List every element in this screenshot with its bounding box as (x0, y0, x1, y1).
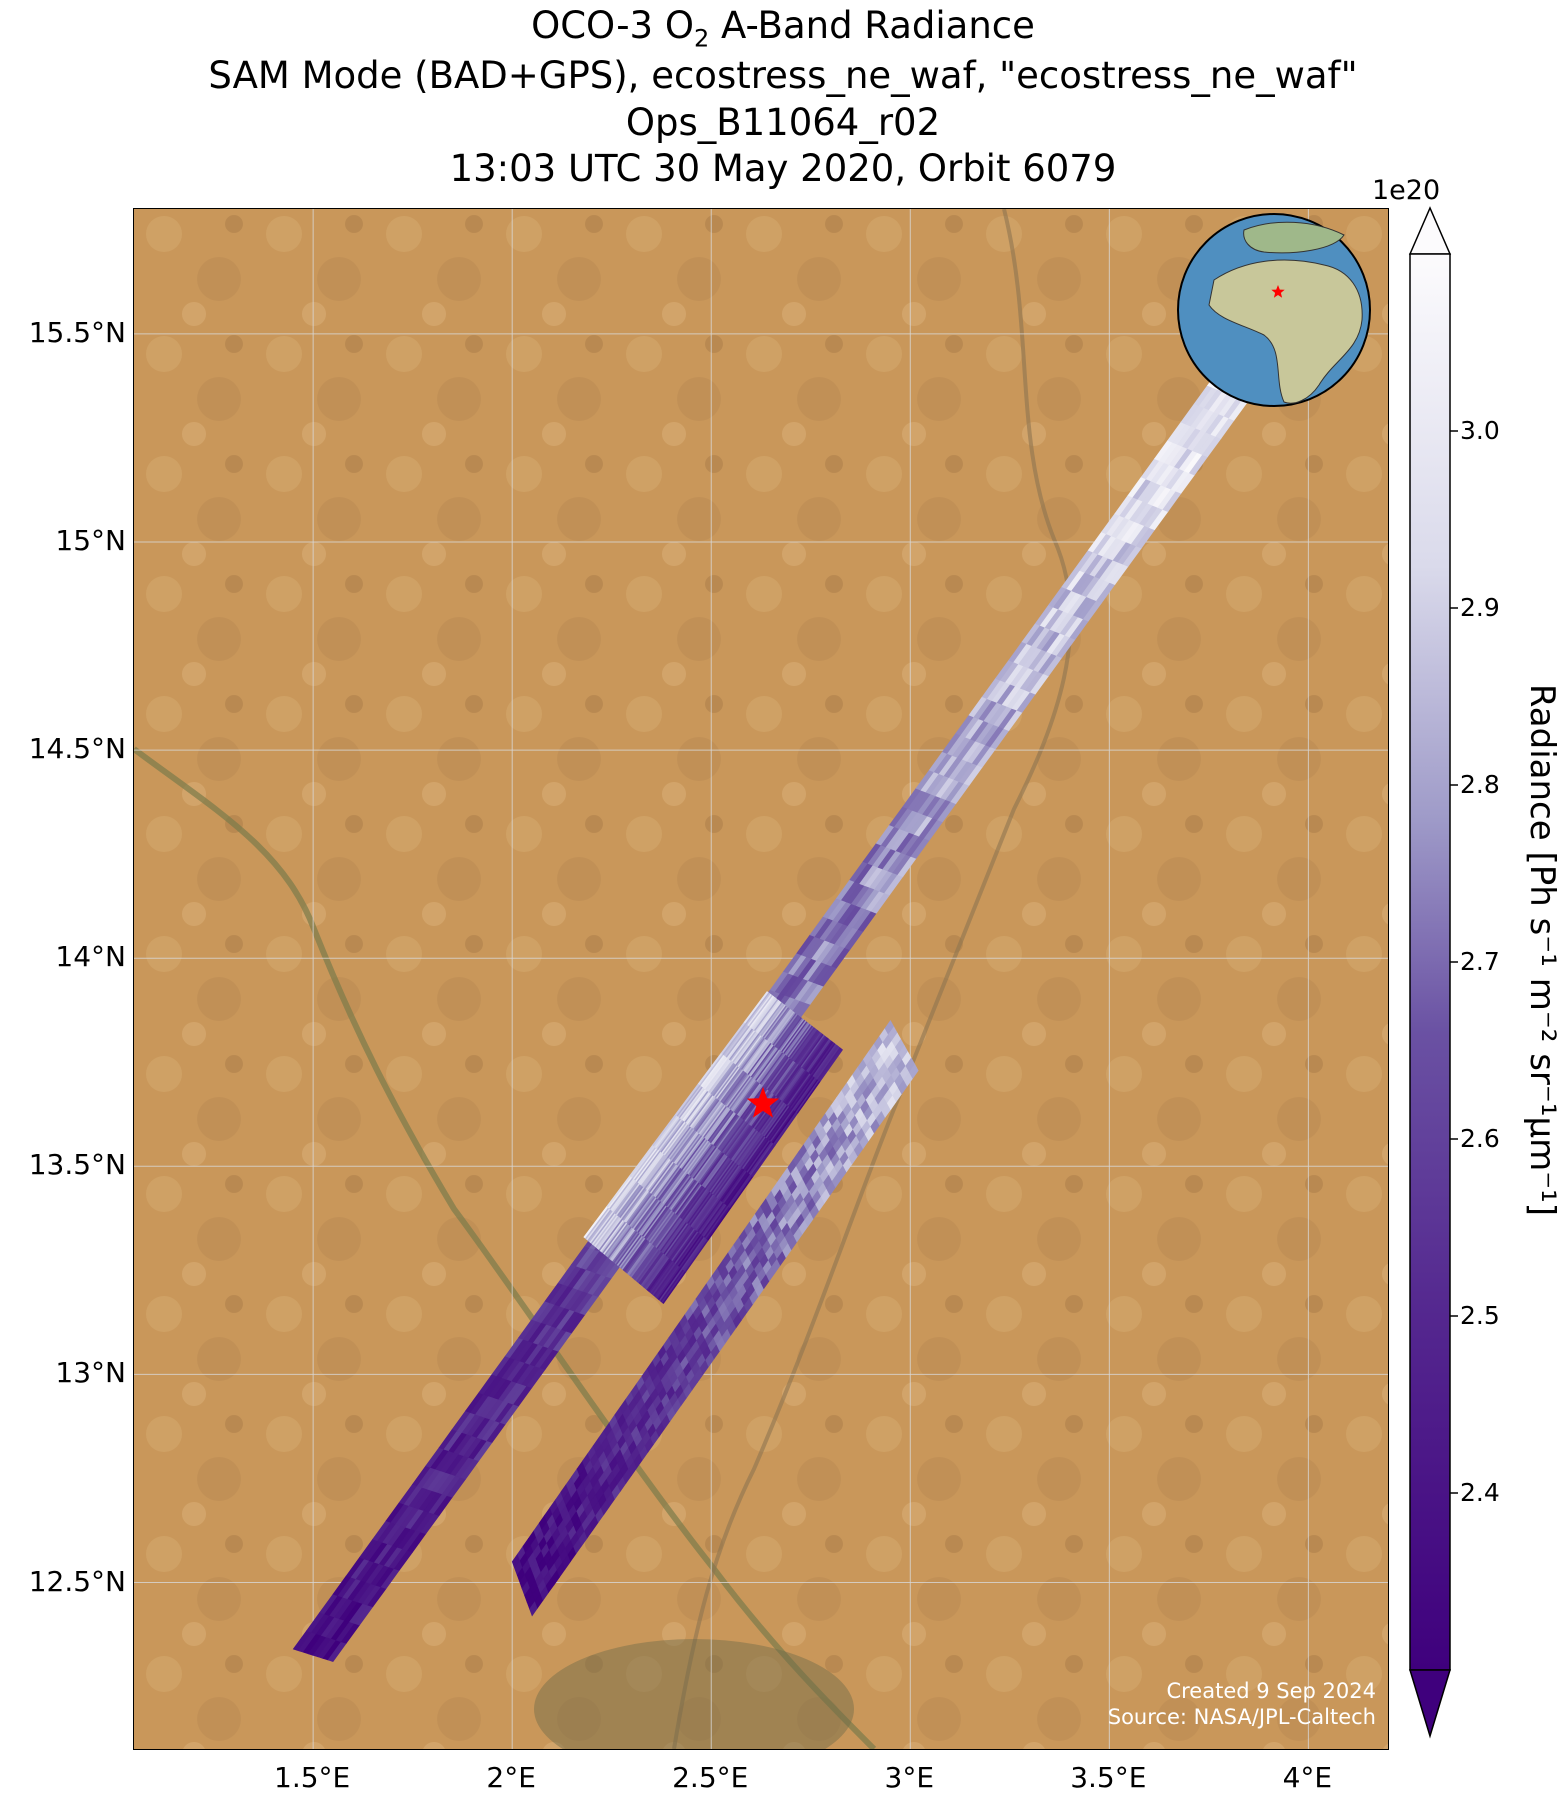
colorbar-tick-label: 2.6 (1460, 1124, 1500, 1153)
colorbar-tick-label: 2.5 (1460, 1301, 1500, 1330)
title-line-1: OCO-3 O2 A-Band Radiance (531, 4, 1035, 53)
created-credit: Created 9 Sep 2024 (1166, 1679, 1376, 1703)
lon-tick-label: 2.5°E (672, 1761, 749, 1794)
globe-inset (1177, 213, 1371, 407)
swath-lower-right (511, 1020, 919, 1617)
colorbar (1408, 206, 1458, 1739)
lon-tick-label: 3°E (884, 1761, 935, 1794)
lat-tick-label: 15.5°N (28, 315, 126, 349)
niger-river (134, 746, 877, 1749)
lat-tick-label: 15°N (55, 523, 126, 557)
colorbar-body (1409, 253, 1451, 1671)
lat-tick-label: 14.5°N (28, 732, 126, 766)
colorbar-lower-extend (1408, 1669, 1452, 1739)
colorbar-tick-label: 2.9 (1460, 593, 1500, 622)
colorbar-multiplier: 1e20 (1372, 175, 1441, 206)
lon-tick-label: 4°E (1282, 1761, 1333, 1794)
dark-terrain-patch (534, 1639, 854, 1749)
colorbar-tick-label: 2.7 (1460, 947, 1500, 976)
colorbar-tick-marks (1450, 430, 1458, 1494)
title-line-4: 13:03 UTC 30 May 2020, Orbit 6079 (449, 147, 1117, 190)
colorbar-tick-label: 3.0 (1460, 416, 1500, 445)
dry-valley (672, 209, 1073, 1749)
radiance-cell (743, 991, 769, 1024)
lat-tick-label: 14°N (55, 940, 126, 974)
target-star-icon (746, 1086, 780, 1118)
globe-europe (1243, 221, 1345, 254)
lon-tick-label: 2°E (486, 1761, 536, 1794)
title-line-2: SAM Mode (BAD+GPS), ecostress_ne_waf, "e… (208, 54, 1358, 97)
map-canvas (134, 209, 1388, 1749)
map-panel[interactable] (133, 208, 1389, 1750)
lon-tick-label: 3.5°E (1070, 1761, 1147, 1794)
source-credit: Source: NASA/JPL-Caltech (1107, 1705, 1376, 1729)
radiance-cell (908, 1063, 919, 1079)
colorbar-label: Radiance [Ph s⁻¹ m⁻² sr⁻¹μm⁻¹] (1522, 683, 1562, 1217)
title-line-3: Ops_B11064_r02 (625, 101, 941, 144)
colorbar-tick-label: 2.8 (1460, 770, 1500, 799)
colorbar-upper-extend (1408, 206, 1452, 255)
lat-tick-label: 12.5°N (28, 1564, 126, 1598)
lon-tick-label: 1.5°E (274, 1761, 351, 1794)
graticule (134, 209, 1388, 1749)
globe-star-icon (1271, 285, 1285, 298)
colorbar-tick-label: 2.4 (1460, 1478, 1500, 1507)
lat-tick-label: 13.5°N (28, 1148, 126, 1182)
target-marker-layer (746, 1086, 780, 1118)
lat-tick-label: 13°N (55, 1356, 126, 1390)
globe-africa (1208, 259, 1363, 404)
